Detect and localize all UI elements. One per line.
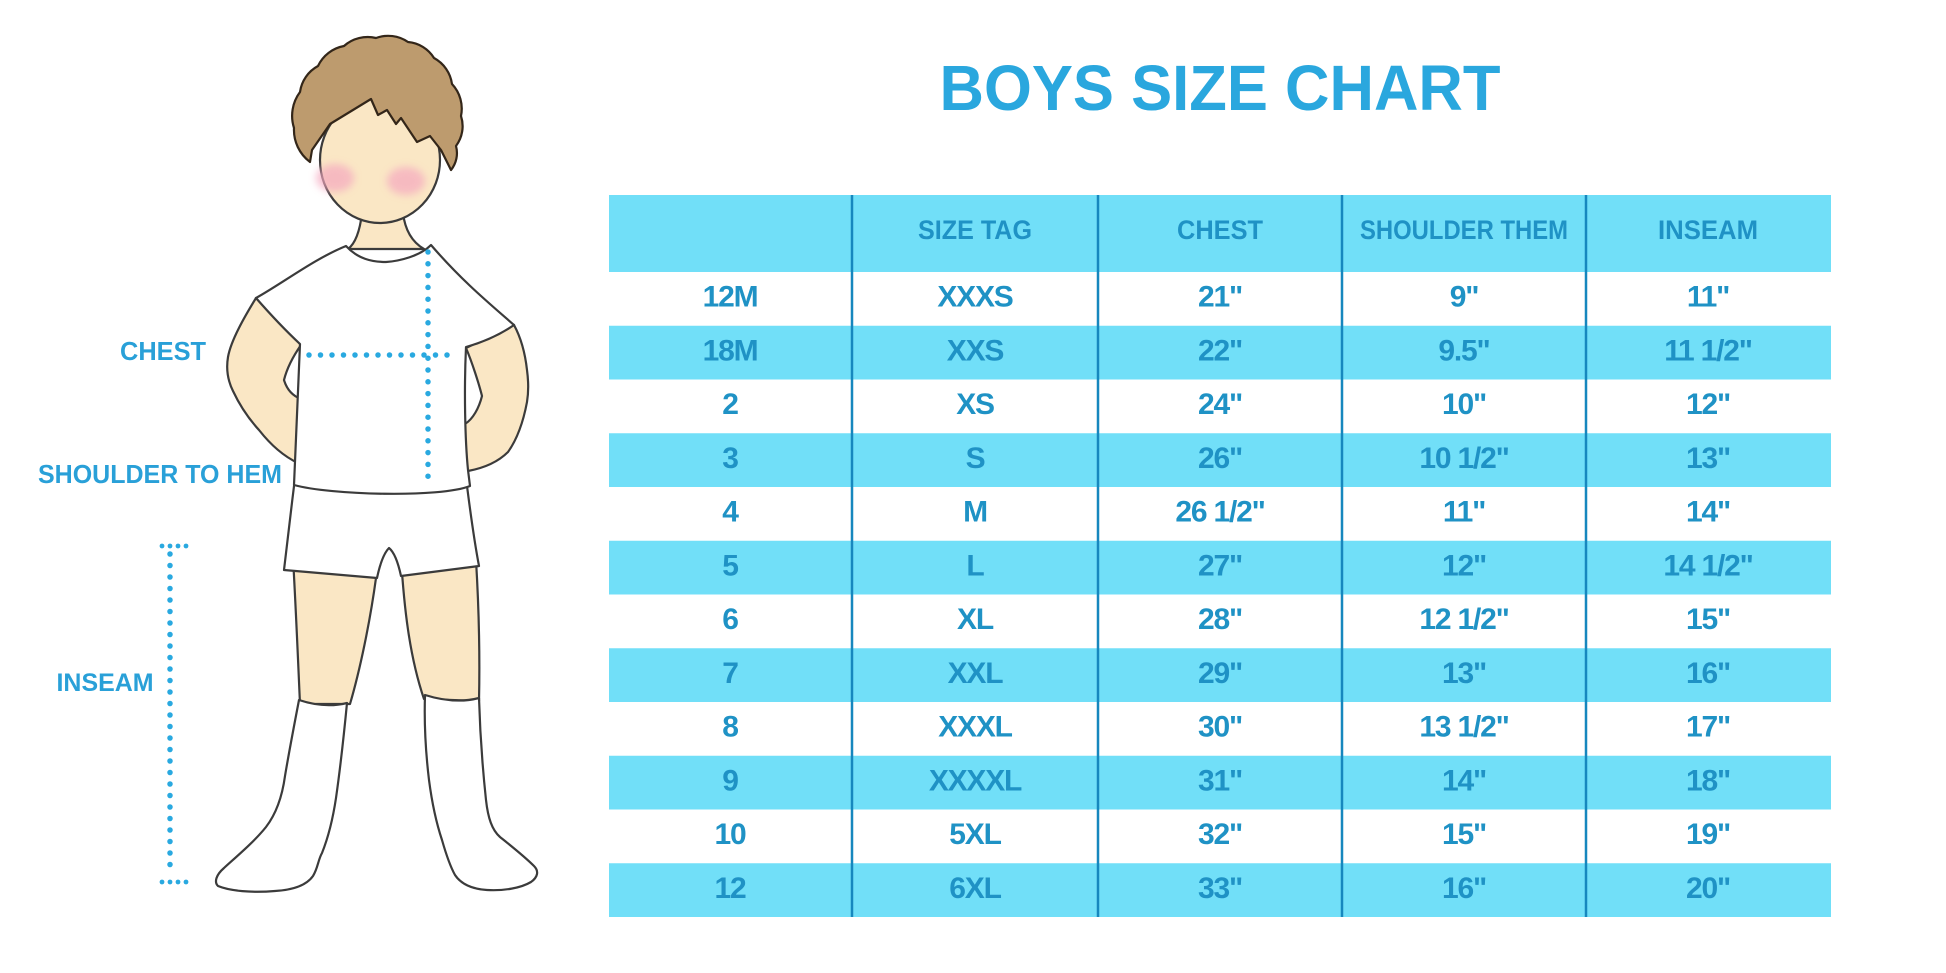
svg-text:XXXL: XXXL xyxy=(938,711,1012,744)
svg-text:SHOULDER THEM: SHOULDER THEM xyxy=(1360,215,1568,245)
svg-text:XXXS: XXXS xyxy=(937,281,1012,314)
svg-text:XXS: XXS xyxy=(947,334,1004,367)
svg-text:21": 21" xyxy=(1198,281,1242,314)
svg-text:10": 10" xyxy=(1442,388,1486,421)
svg-text:6: 6 xyxy=(722,603,738,636)
svg-text:16": 16" xyxy=(1442,872,1486,905)
svg-text:10: 10 xyxy=(715,818,746,851)
svg-text:33": 33" xyxy=(1198,872,1242,905)
svg-text:11": 11" xyxy=(1443,496,1485,529)
svg-text:9: 9 xyxy=(722,764,738,797)
svg-text:15": 15" xyxy=(1686,603,1730,636)
svg-text:7: 7 xyxy=(722,657,738,690)
svg-text:16": 16" xyxy=(1686,657,1730,690)
svg-text:S: S xyxy=(966,442,985,475)
svg-text:29": 29" xyxy=(1198,657,1242,690)
svg-text:4: 4 xyxy=(722,496,739,529)
svg-text:12": 12" xyxy=(1442,549,1486,582)
svg-text:9": 9" xyxy=(1450,281,1479,314)
svg-text:3: 3 xyxy=(722,442,738,475)
svg-text:12: 12 xyxy=(715,872,746,905)
svg-text:28": 28" xyxy=(1198,603,1242,636)
svg-text:13": 13" xyxy=(1442,657,1486,690)
svg-text:XL: XL xyxy=(957,603,994,636)
svg-text:XS: XS xyxy=(956,388,994,421)
svg-text:17": 17" xyxy=(1686,711,1730,744)
svg-text:12": 12" xyxy=(1686,388,1730,421)
svg-text:18": 18" xyxy=(1686,764,1730,797)
svg-text:5XL: 5XL xyxy=(949,818,1001,851)
svg-text:14": 14" xyxy=(1686,496,1730,529)
svg-text:12M: 12M xyxy=(703,281,758,314)
svg-text:19": 19" xyxy=(1686,818,1730,851)
svg-text:30": 30" xyxy=(1198,711,1242,744)
svg-text:26 1/2": 26 1/2" xyxy=(1175,496,1264,529)
svg-text:27": 27" xyxy=(1198,549,1242,582)
svg-text:11": 11" xyxy=(1687,281,1729,314)
svg-text:CHEST: CHEST xyxy=(1177,215,1263,245)
svg-text:14 1/2": 14 1/2" xyxy=(1663,549,1752,582)
svg-text:BOYS SIZE CHART: BOYS SIZE CHART xyxy=(940,52,1501,124)
svg-text:M: M xyxy=(963,496,987,529)
svg-text:24": 24" xyxy=(1198,388,1242,421)
svg-text:9.5": 9.5" xyxy=(1438,334,1489,367)
svg-text:5: 5 xyxy=(722,549,738,582)
svg-text:31": 31" xyxy=(1198,764,1242,797)
svg-text:20": 20" xyxy=(1686,872,1730,905)
svg-text:14": 14" xyxy=(1442,764,1486,797)
svg-text:CHEST: CHEST xyxy=(120,336,206,366)
svg-text:10 1/2": 10 1/2" xyxy=(1419,442,1508,475)
svg-text:12 1/2": 12 1/2" xyxy=(1419,603,1508,636)
svg-text:15": 15" xyxy=(1442,818,1486,851)
svg-text:8: 8 xyxy=(722,711,738,744)
svg-text:18M: 18M xyxy=(703,334,758,367)
svg-text:L: L xyxy=(966,549,984,582)
svg-text:13 1/2": 13 1/2" xyxy=(1419,711,1508,744)
svg-text:XXXXL: XXXXL xyxy=(929,764,1022,797)
svg-text:SHOULDER TO HEM: SHOULDER TO HEM xyxy=(38,459,282,489)
svg-text:XXL: XXL xyxy=(948,657,1004,690)
svg-text:13": 13" xyxy=(1686,442,1730,475)
svg-text:26": 26" xyxy=(1198,442,1242,475)
svg-text:INSEAM: INSEAM xyxy=(1658,215,1758,245)
svg-text:22": 22" xyxy=(1198,334,1242,367)
svg-text:11 1/2": 11 1/2" xyxy=(1664,334,1752,367)
svg-text:2: 2 xyxy=(722,388,738,421)
svg-text:INSEAM: INSEAM xyxy=(57,669,154,697)
svg-text:SIZE TAG: SIZE TAG xyxy=(918,215,1032,245)
svg-text:6XL: 6XL xyxy=(949,872,1001,905)
svg-text:32": 32" xyxy=(1198,818,1242,851)
